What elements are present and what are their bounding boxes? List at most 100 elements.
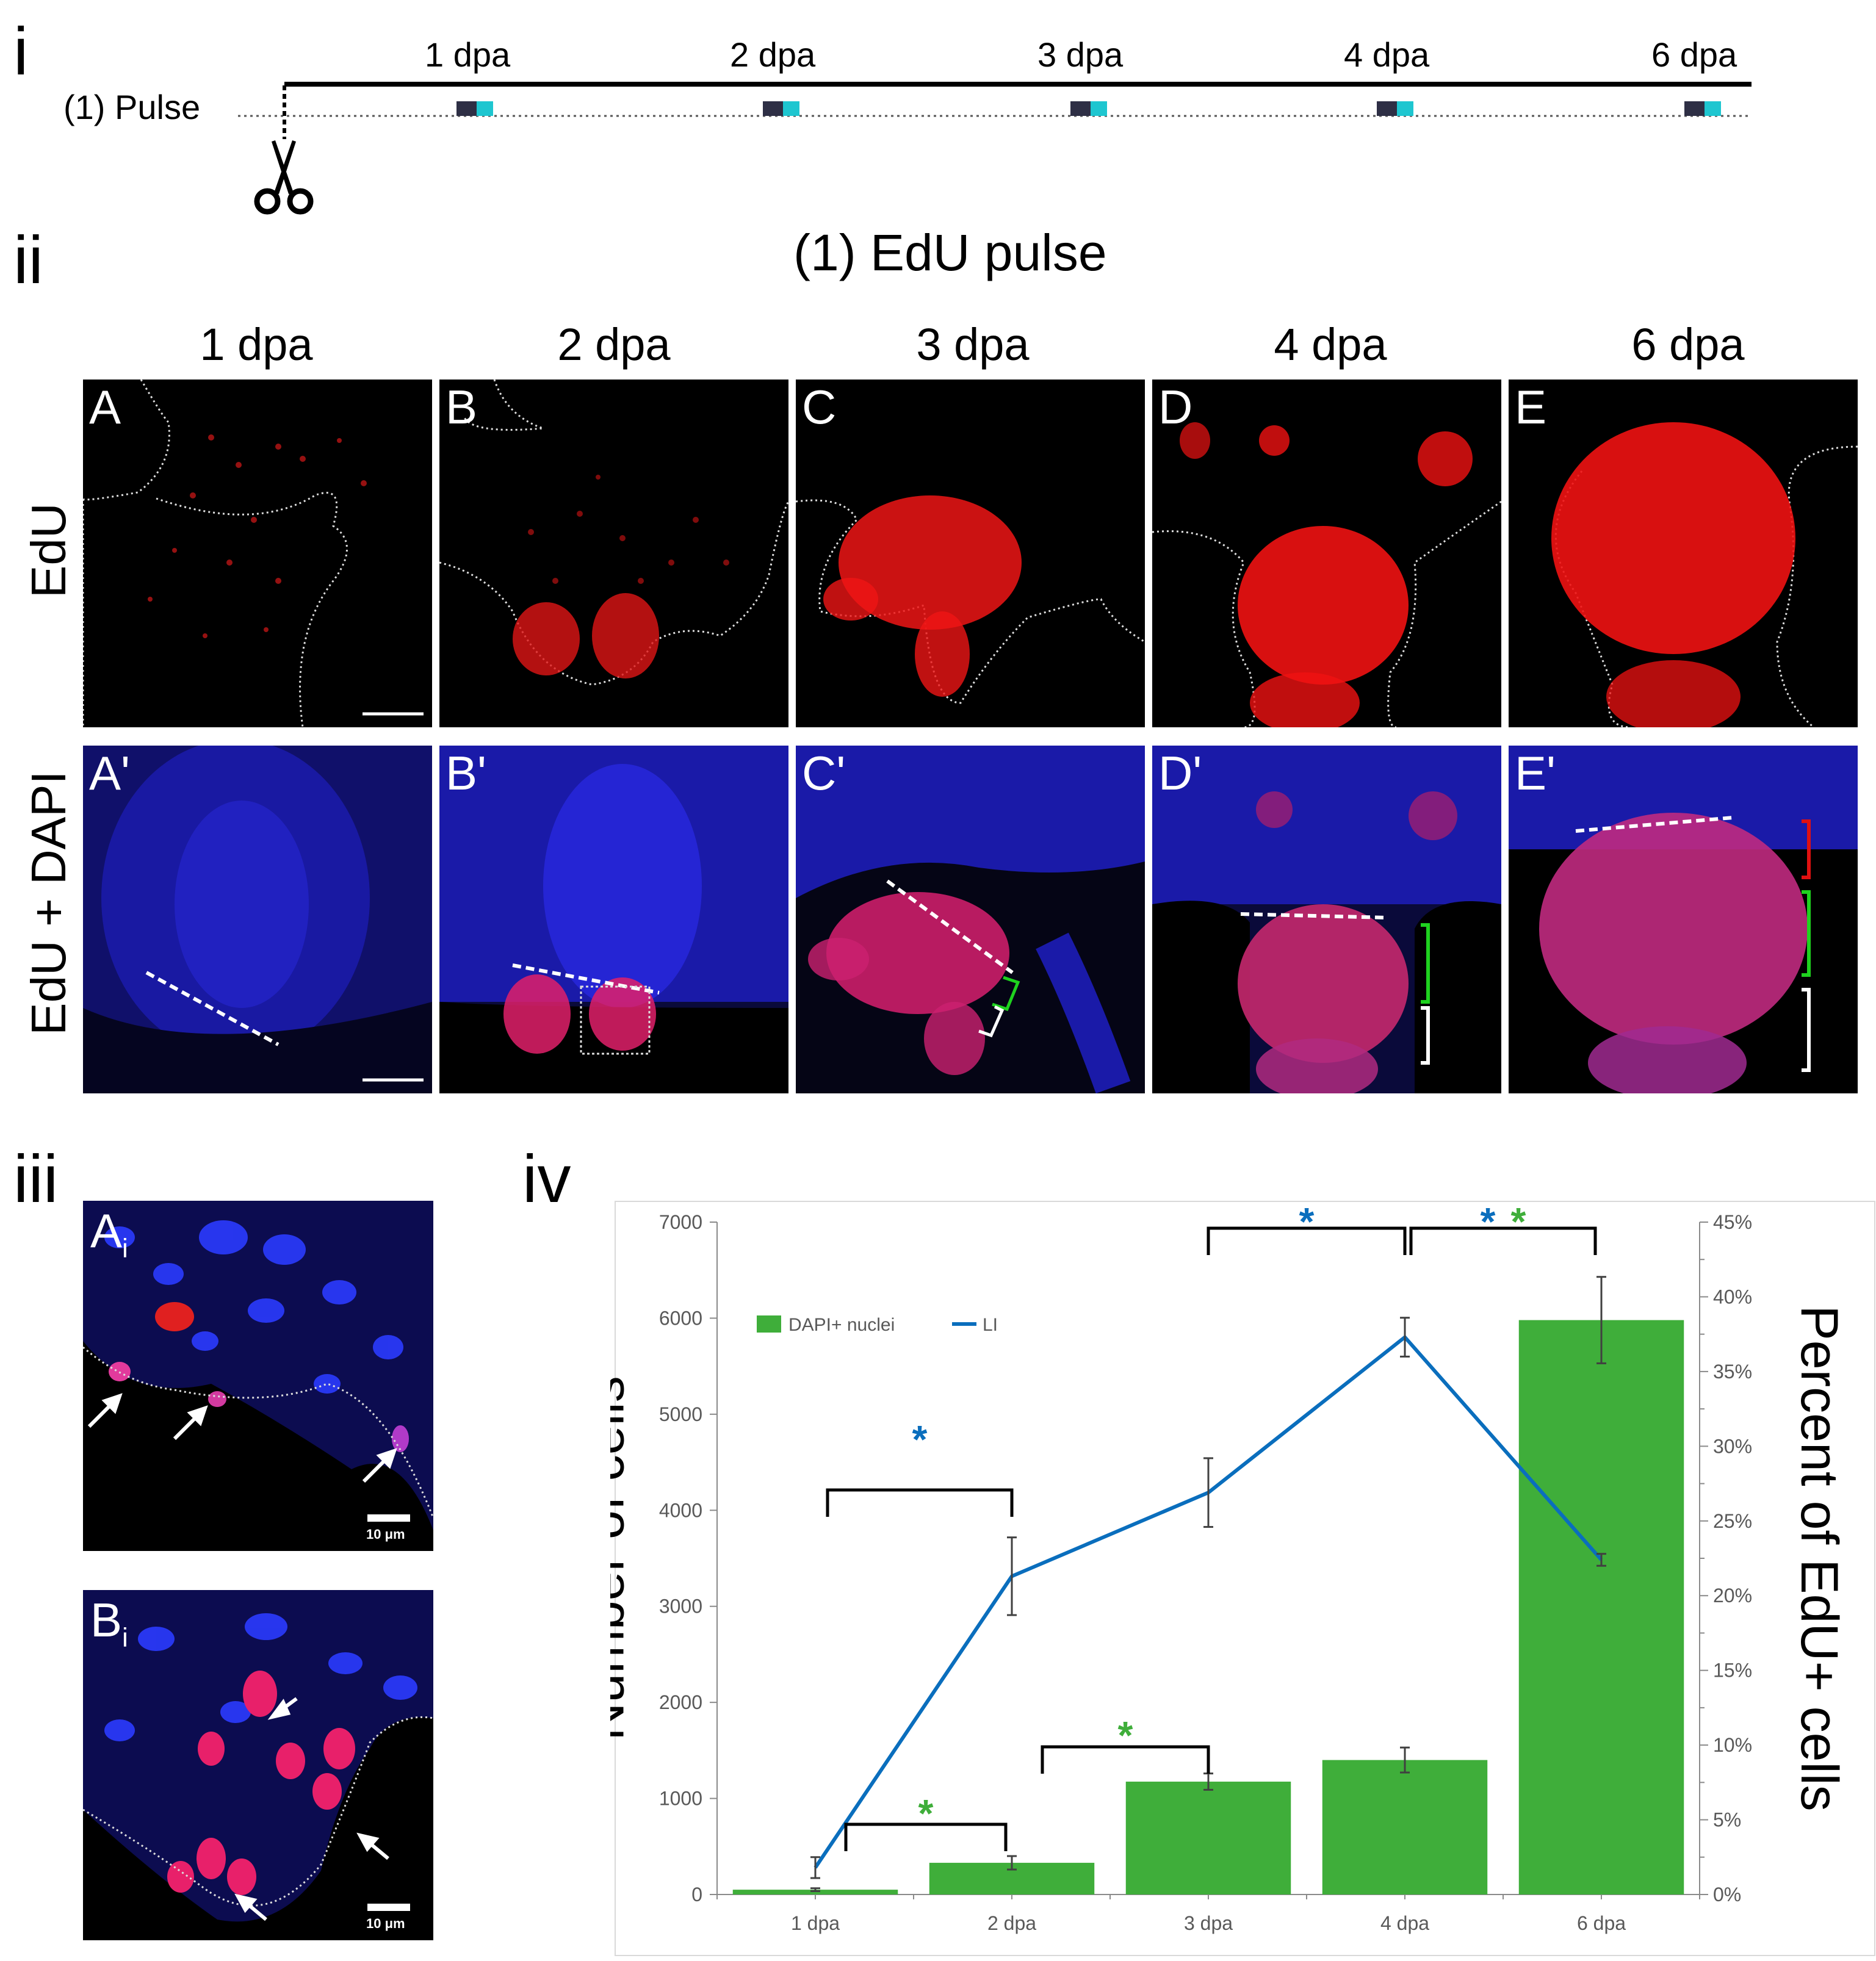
panel-label-Ai: Ai [90, 1204, 128, 1264]
timeline-label-6dpa: 6 dpa [1651, 35, 1737, 74]
panel-label-C-prime: C' [802, 746, 846, 800]
micrograph-A-prime: A' [83, 746, 432, 1093]
y-tick-label-right-7: 35% [1713, 1361, 1752, 1383]
y-tick-label-right-1: 5% [1713, 1809, 1741, 1831]
tissue-Bi [83, 1590, 433, 1922]
y-axis-title-right: Percent of EdU+ cells [1790, 1305, 1849, 1811]
tissue-E [1551, 422, 1858, 727]
micrograph-D-prime: D' [1152, 746, 1501, 1093]
section-label-iv: iv [522, 1142, 571, 1217]
tissue-E-prime [1509, 746, 1858, 1093]
panel-label-E: E [1515, 380, 1547, 434]
significance-bracket-2 [1409, 1226, 1597, 1255]
y-tick-label-left-4: 4000 [659, 1499, 702, 1521]
y-tick-label-right-3: 15% [1713, 1660, 1752, 1682]
column-label-1dpa: 1 dpa [200, 319, 313, 370]
chart-frame [615, 1201, 1875, 1956]
significance-star-1-0: * [1299, 1200, 1315, 1243]
column-label-3dpa: 3 dpa [916, 319, 1030, 370]
x-tick-label-2: 3 dpa [1184, 1912, 1233, 1934]
x-tick-label-0: 1 dpa [791, 1912, 840, 1934]
tissue-C-prime [796, 746, 1145, 1093]
y-axis-title-left: Number of cells [610, 1376, 635, 1740]
y-tick-label-left-0: 0 [691, 1884, 702, 1905]
column-label-4dpa: 4 dpa [1274, 319, 1387, 370]
tissue-A-prime [83, 746, 432, 1093]
y-tick-label-right-4: 20% [1713, 1585, 1752, 1607]
significance-star-3-0: * [918, 1791, 934, 1835]
panel-label-A-prime: A' [89, 746, 130, 800]
y-tick-label-right-5: 25% [1713, 1510, 1752, 1532]
legend-label-line: LI [983, 1315, 998, 1335]
panel-label-D: D [1158, 380, 1193, 434]
pulse-marker-2dpa [763, 101, 799, 116]
panel-label-Bi: Bi [90, 1593, 128, 1653]
timeline-graphic [238, 82, 1752, 215]
x-tick-label-1: 2 dpa [987, 1912, 1036, 1934]
panel-label-D-prime: D' [1158, 746, 1202, 800]
y-tick-label-right-8: 40% [1713, 1286, 1752, 1308]
section-label-i: i [13, 14, 29, 89]
significance-bracket-3 [844, 1822, 1008, 1851]
significance-star-2-1: * [1511, 1200, 1526, 1243]
significance-star-2-0: * [1481, 1200, 1496, 1243]
micrograph-C: C [796, 380, 1145, 727]
scissors-icon [254, 140, 314, 215]
panel-label-A: A [89, 380, 121, 434]
bar-0 [732, 1890, 898, 1894]
legend-label-bars: DAPI+ nuclei [788, 1315, 895, 1335]
row-label-edu: EdU [21, 503, 76, 598]
panel-ii-title: (1) EdU pulse [793, 224, 1107, 281]
column-label-2dpa: 2 dpa [557, 319, 671, 370]
pulse-marker-6dpa [1684, 101, 1721, 116]
row-label-edu-dapi: EdU + DAPI [21, 771, 76, 1035]
panel-label-B: B [446, 380, 478, 434]
significance-star-0-0: * [912, 1417, 928, 1461]
significance-bracket-4 [1041, 1745, 1210, 1774]
timeline-label-2dpa: 2 dpa [730, 35, 816, 74]
micrograph-E: E [1509, 380, 1858, 727]
y-tick-label-left-3: 3000 [659, 1596, 702, 1617]
y-tick-label-right-6: 30% [1713, 1435, 1752, 1457]
panel-label-B-prime: B' [446, 746, 486, 800]
chart-container: 0 1000 2000 3000 4000 5000 6000 7000 0% 5% 10% 15% 2… [577, 1199, 1876, 1958]
micrograph-D: D [1152, 380, 1501, 727]
y-tick-label-right-0: 0% [1713, 1884, 1741, 1905]
scale-bar-label-Bi: 10 μm [366, 1916, 405, 1931]
micrograph-Bi: Bi 10 μm [83, 1590, 433, 1940]
chart: 0 1000 2000 3000 4000 5000 6000 7000 0% 5% 10% 15% 2… [577, 1200, 1875, 1956]
y-tick-label-right-9: 45% [1713, 1211, 1752, 1233]
scale-bar-label-Ai: 10 μm [366, 1527, 405, 1542]
micrograph-A: A [83, 380, 432, 727]
timeline-label-3dpa: 3 dpa [1037, 35, 1124, 74]
significance-bracket-1 [1207, 1226, 1407, 1255]
panel-label-E-prime: E' [1515, 746, 1556, 800]
legend-swatch-bars [757, 1315, 781, 1333]
y-tick-label-right-2: 10% [1713, 1734, 1752, 1756]
significance-star-4-0: * [1118, 1713, 1133, 1757]
pulse-marker-4dpa [1377, 101, 1413, 116]
bar-3 [1322, 1760, 1488, 1894]
tissue-D-prime [1152, 746, 1501, 1093]
y-tick-label-left-7: 7000 [659, 1211, 702, 1233]
x-tick-label-3: 4 dpa [1380, 1912, 1429, 1934]
micrograph-Ai: Ai 10 μm [83, 1201, 433, 1551]
panel-label-C: C [802, 380, 837, 434]
bar-4 [1518, 1320, 1684, 1894]
y-tick-label-left-1: 1000 [659, 1788, 702, 1810]
section-label-ii: ii [13, 223, 43, 298]
pulse-marker-1dpa [456, 101, 493, 116]
micrograph-C-prime: C' [796, 746, 1145, 1093]
x-tick-label-4: 6 dpa [1577, 1912, 1626, 1934]
column-label-6dpa: 6 dpa [1631, 319, 1745, 370]
y-tick-label-left-2: 2000 [659, 1691, 702, 1713]
micrograph-B-prime: B' [439, 746, 788, 1093]
significance-bracket-0 [826, 1488, 1014, 1517]
micrograph-B: B [439, 380, 788, 727]
tissue-B-prime [439, 746, 788, 1093]
micrograph-E-prime: E' [1509, 746, 1858, 1093]
tissue-Ai [83, 1201, 433, 1530]
timeline-row-label: (1) Pulse [63, 88, 201, 126]
tissue-A [83, 380, 424, 727]
section-label-iii: iii [13, 1142, 59, 1217]
